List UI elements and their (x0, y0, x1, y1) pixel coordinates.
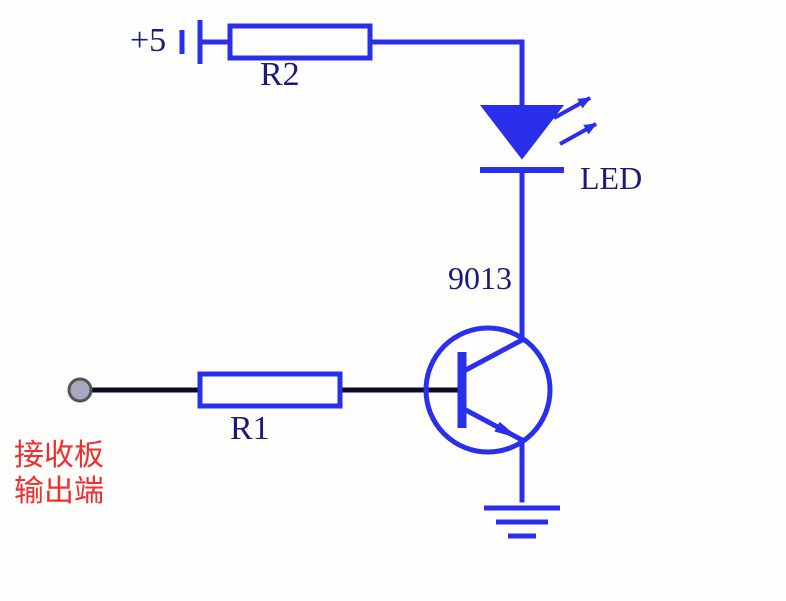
circuit-schematic (0, 0, 786, 601)
led-label: LED (580, 160, 642, 197)
resistor-r2 (230, 26, 370, 58)
transistor-label: 9013 (448, 260, 512, 297)
r1-label: R1 (230, 410, 270, 448)
r2-label: R2 (260, 56, 300, 94)
input-label-line2: 输出端 (14, 466, 104, 510)
led-icon (482, 106, 562, 158)
input-terminal (69, 379, 91, 401)
resistor-r1 (200, 374, 340, 406)
power-label: +5 (130, 22, 166, 60)
